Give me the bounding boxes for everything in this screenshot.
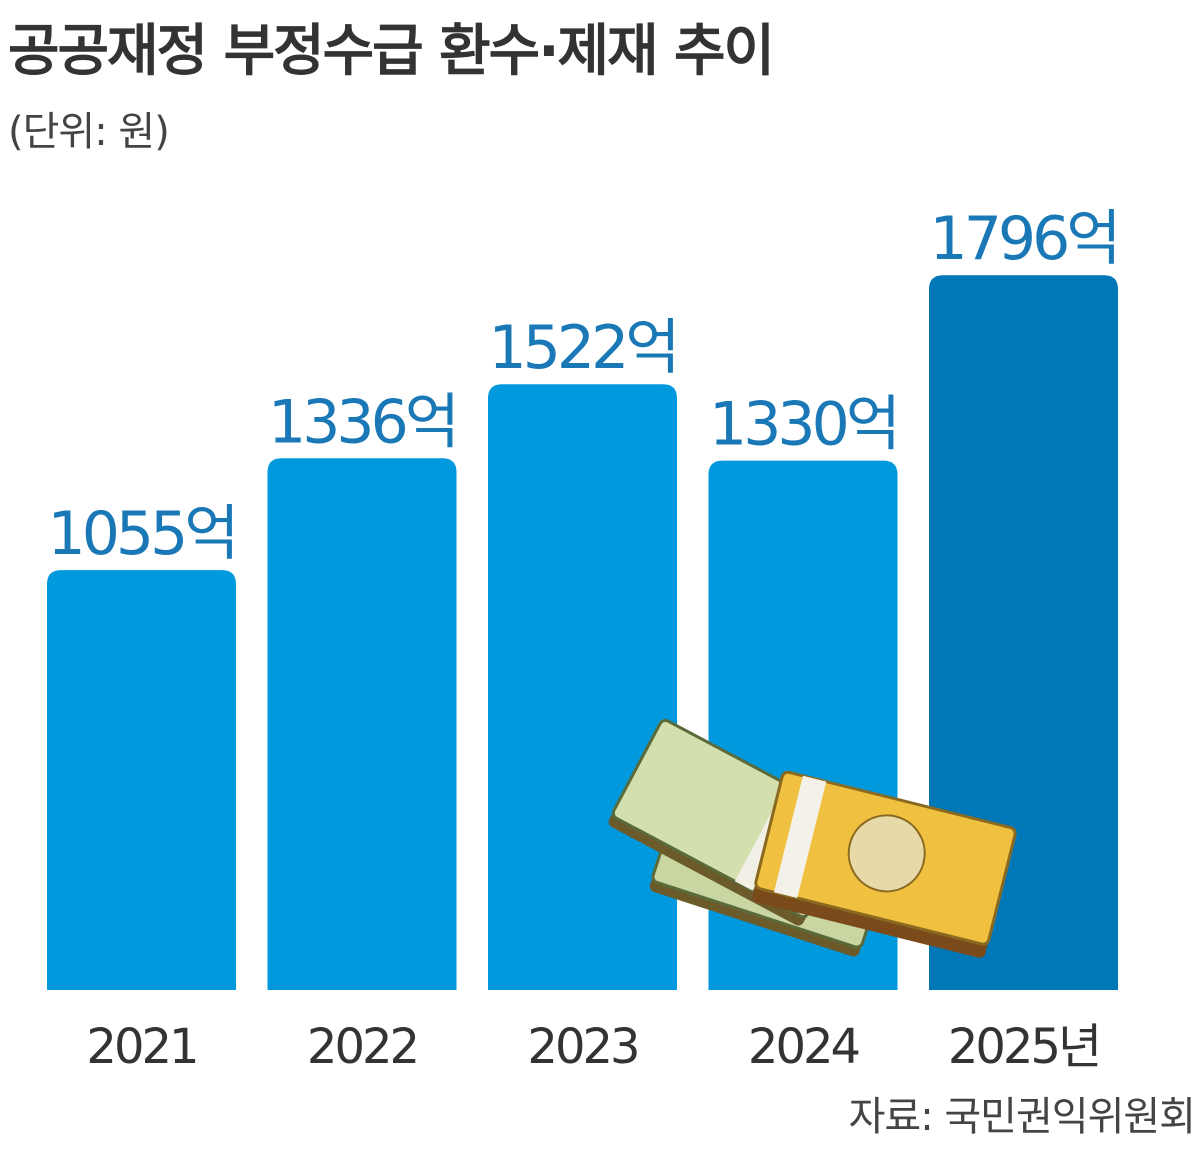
value-label: 1330억 — [709, 390, 897, 460]
chart-subtitle: (단위: 원) — [8, 109, 169, 155]
bar — [929, 275, 1118, 990]
value-label: 1522억 — [489, 313, 677, 383]
value-label: 1796억 — [930, 204, 1118, 274]
x-tick-label: 2025년 — [948, 1019, 1099, 1075]
chart-title: 공공재정 부정수급 환수·제재 추이 — [8, 19, 773, 84]
value-label: 1336억 — [268, 387, 456, 457]
bar — [488, 384, 677, 990]
bar — [47, 570, 236, 990]
bar — [267, 458, 457, 991]
money-illustration — [608, 718, 1017, 958]
value-label: 1055억 — [48, 499, 236, 569]
x-tick-label: 2024 — [748, 1019, 859, 1075]
x-tick-label: 2023 — [527, 1019, 637, 1075]
source-note: 자료: 국민권익위원회 — [849, 1094, 1195, 1140]
x-tick-label: 2021 — [86, 1019, 196, 1075]
x-tick-label: 2022 — [307, 1019, 417, 1075]
